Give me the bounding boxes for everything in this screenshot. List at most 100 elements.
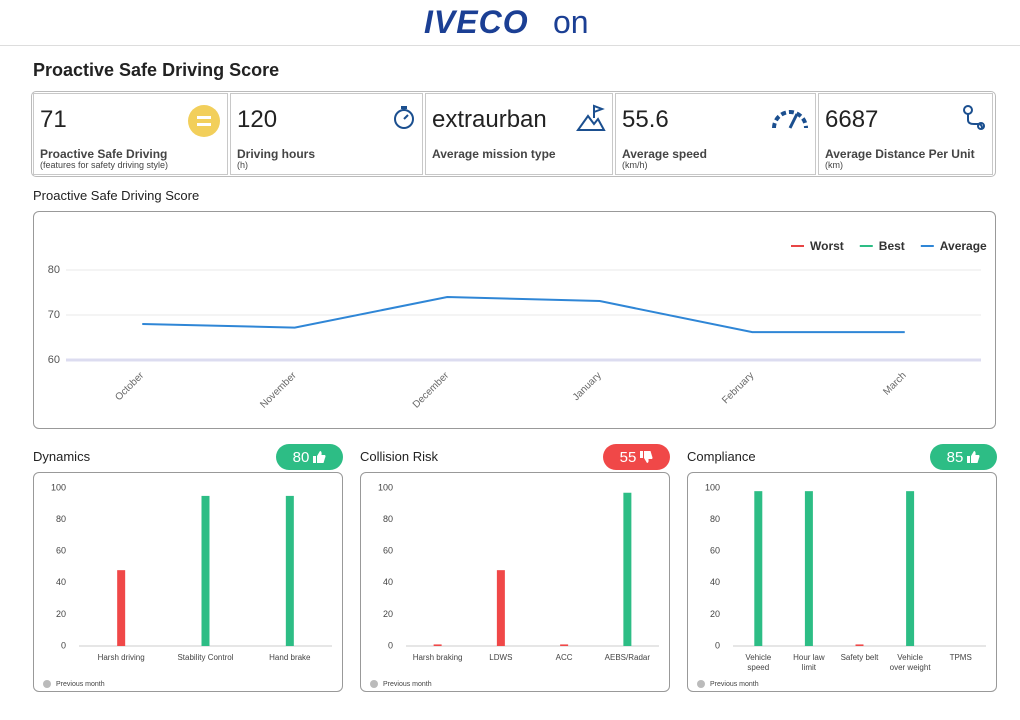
kpi-value: extraurban bbox=[432, 106, 547, 133]
legend-label: Average bbox=[940, 239, 987, 253]
kpi-sublabel: (km/h) bbox=[622, 160, 648, 170]
panel-title: Dynamics bbox=[33, 449, 91, 464]
kpi-icon bbox=[187, 104, 221, 143]
bar bbox=[560, 644, 569, 646]
y-tick-label: 100 bbox=[705, 482, 720, 492]
kpi-icon bbox=[392, 104, 416, 135]
bar-chart: 0 20 40 60 80 100 Previous month bbox=[370, 482, 659, 688]
score-value: 85 bbox=[946, 448, 964, 466]
y-tick-label: 100 bbox=[378, 482, 393, 492]
thumb-icon bbox=[312, 450, 326, 464]
bar-chart-box: 0 20 40 60 80 100 Previous month Harsh driving S… bbox=[33, 472, 343, 692]
y-tick-label: 80 bbox=[48, 264, 60, 276]
legend-dot bbox=[370, 680, 378, 688]
score-badge: 55 bbox=[603, 444, 670, 470]
bar-chart: 0 20 40 60 80 100 Previous month bbox=[697, 482, 986, 688]
y-tick-label: 60 bbox=[710, 546, 720, 556]
kpi-label: Average mission type bbox=[432, 147, 556, 161]
score-badge: 85 bbox=[930, 444, 997, 470]
legend-label: Previous month bbox=[383, 681, 432, 688]
y-tick-label: 60 bbox=[383, 546, 393, 556]
x-tick-label: TPMS bbox=[949, 653, 972, 662]
x-tick-label: Hour law limit bbox=[793, 653, 825, 672]
kpi-label: Driving hours bbox=[237, 147, 316, 161]
x-tick-label: January bbox=[571, 370, 604, 403]
x-tick-label: November bbox=[258, 370, 299, 411]
y-tick-label: 0 bbox=[61, 640, 66, 650]
bar bbox=[117, 570, 126, 646]
score-badge: 80 bbox=[276, 444, 343, 470]
x-tick-label: Vehicle over weight bbox=[889, 653, 931, 672]
thumb-icon bbox=[966, 450, 980, 464]
legend-label: Previous month bbox=[56, 681, 105, 688]
legend-label: Worst bbox=[810, 239, 844, 253]
legend-label: Best bbox=[879, 239, 905, 253]
score-value: 55 bbox=[619, 448, 637, 466]
kpi-card: extraurban Average mission type bbox=[425, 93, 613, 175]
x-tick-label: March bbox=[881, 370, 908, 397]
kpi-icon bbox=[771, 104, 809, 135]
y-tick-label: 20 bbox=[56, 609, 66, 619]
bar-chart-box: 0 20 40 60 80 100 Previous month Harsh braking L… bbox=[360, 472, 670, 692]
bar bbox=[201, 495, 210, 646]
x-tick-label: Harsh braking bbox=[412, 653, 463, 662]
logo-suffix: on bbox=[553, 4, 589, 40]
legend-label: Previous month bbox=[710, 681, 759, 688]
y-tick-label: 40 bbox=[383, 577, 393, 587]
x-tick-label: December bbox=[411, 370, 452, 411]
kpi-card: 120 Driving hours (h) bbox=[230, 93, 423, 175]
bar bbox=[855, 644, 864, 646]
bar bbox=[496, 570, 505, 646]
bar bbox=[804, 491, 813, 646]
header: IVECO on bbox=[0, 0, 1020, 46]
chart-title: Proactive Safe Driving Score bbox=[33, 188, 200, 203]
bar-chart-box: 0 20 40 60 80 100 Previous month Vehicle speed H… bbox=[687, 472, 997, 692]
bar bbox=[906, 491, 915, 646]
kpi-panel bbox=[31, 91, 996, 177]
y-tick-label: 20 bbox=[383, 609, 393, 619]
panel-title: Collision Risk bbox=[360, 449, 439, 464]
y-tick-label: 80 bbox=[383, 514, 393, 524]
kpi-card: 71 Proactive Safe Driving (features for sa… bbox=[33, 93, 228, 175]
y-tick-label: 20 bbox=[710, 609, 720, 619]
page-title: Proactive Safe Driving Score bbox=[33, 60, 280, 80]
bar bbox=[433, 644, 442, 646]
x-tick-label: Vehicle speed bbox=[745, 653, 772, 672]
bar bbox=[754, 491, 763, 646]
kpi-sublabel: (km) bbox=[825, 160, 843, 170]
x-tick-label: October bbox=[113, 370, 146, 403]
legend-dot bbox=[697, 680, 705, 688]
y-tick-label: 70 bbox=[48, 309, 60, 321]
kpi-value: 55.6 bbox=[622, 106, 669, 133]
kpi-card: 55.6 Average speed (km/h) bbox=[615, 93, 816, 175]
y-tick-label: 60 bbox=[56, 546, 66, 556]
bar bbox=[623, 492, 632, 646]
logo: IVECO bbox=[424, 4, 529, 40]
x-tick-label: AEBS/Radar bbox=[604, 653, 651, 662]
kpi-label: Average Distance Per Unit bbox=[825, 147, 975, 161]
kpi-sublabel: (features for safety driving style) bbox=[40, 160, 169, 170]
bar-chart: 0 20 40 60 80 100 Previous month bbox=[43, 482, 332, 688]
panel-title: Compliance bbox=[687, 449, 756, 464]
y-tick-label: 80 bbox=[710, 514, 720, 524]
kpi-value: 71 bbox=[40, 106, 67, 133]
kpi-sublabel: (h) bbox=[237, 160, 248, 170]
x-tick-label: ACC bbox=[555, 653, 573, 662]
x-tick-label: Hand brake bbox=[269, 653, 311, 662]
line-chart: 60 70 80 October November December January Febr… bbox=[48, 239, 987, 411]
bar bbox=[285, 495, 294, 646]
y-tick-label: 40 bbox=[56, 577, 66, 587]
x-tick-label: Harsh driving bbox=[97, 653, 145, 662]
y-tick-label: 80 bbox=[56, 514, 66, 524]
x-tick-label: February bbox=[720, 370, 756, 406]
x-tick-label: Stability Control bbox=[177, 653, 234, 662]
kpi-value: 120 bbox=[237, 106, 278, 133]
score-value: 80 bbox=[292, 448, 310, 466]
kpi-icon bbox=[576, 104, 606, 137]
thumb-icon bbox=[639, 450, 653, 464]
legend-dot bbox=[43, 680, 51, 688]
kpi-card: 6687 Average Distance Per Unit (km) bbox=[818, 93, 993, 175]
kpi-label: Average speed bbox=[622, 147, 707, 161]
y-tick-label: 40 bbox=[710, 577, 720, 587]
